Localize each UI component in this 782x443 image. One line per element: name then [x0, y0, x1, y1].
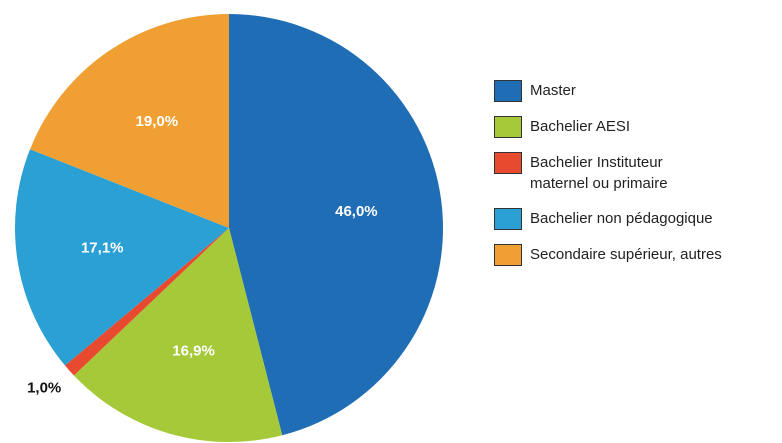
- legend-label: Bachelier non pédagogique: [530, 210, 713, 227]
- legend-item: Master: [494, 80, 722, 102]
- data-label: 1,0%: [27, 379, 61, 396]
- legend-swatch: [494, 80, 522, 102]
- legend-swatch: [494, 152, 522, 174]
- data-label: 46,0%: [335, 203, 378, 220]
- legend-label: Bachelier Instituteur maternel ou primai…: [530, 154, 668, 192]
- data-label: 19,0%: [136, 113, 179, 130]
- pie-slice: [64, 228, 230, 376]
- legend-label: Secondaire supérieur, autres: [530, 246, 722, 263]
- legend-label: Master: [530, 82, 576, 99]
- data-label: 17,1%: [81, 239, 124, 256]
- legend-item: Bachelier Instituteur maternel ou primai…: [494, 152, 722, 194]
- pie-slice: [73, 228, 283, 442]
- legend-swatch: [494, 116, 522, 138]
- legend-label: Bachelier AESI: [530, 118, 631, 135]
- pie-slice: [229, 14, 444, 436]
- legend-swatch: [494, 244, 522, 266]
- legend-swatch: [494, 208, 522, 230]
- legend: Master Bachelier AESI Bachelier Instituteu…: [494, 80, 722, 280]
- pie-slice: [14, 149, 230, 366]
- pie-slice: [30, 14, 229, 228]
- legend-item: Secondaire supérieur, autres: [494, 244, 722, 266]
- legend-item: Bachelier non pédagogique: [494, 208, 722, 230]
- chart: 46,0% 16,9% 1,0% 17,1% 19,0%: [14, 14, 444, 442]
- legend-item: Bachelier AESI: [494, 116, 722, 138]
- data-label: 16,9%: [172, 342, 215, 359]
